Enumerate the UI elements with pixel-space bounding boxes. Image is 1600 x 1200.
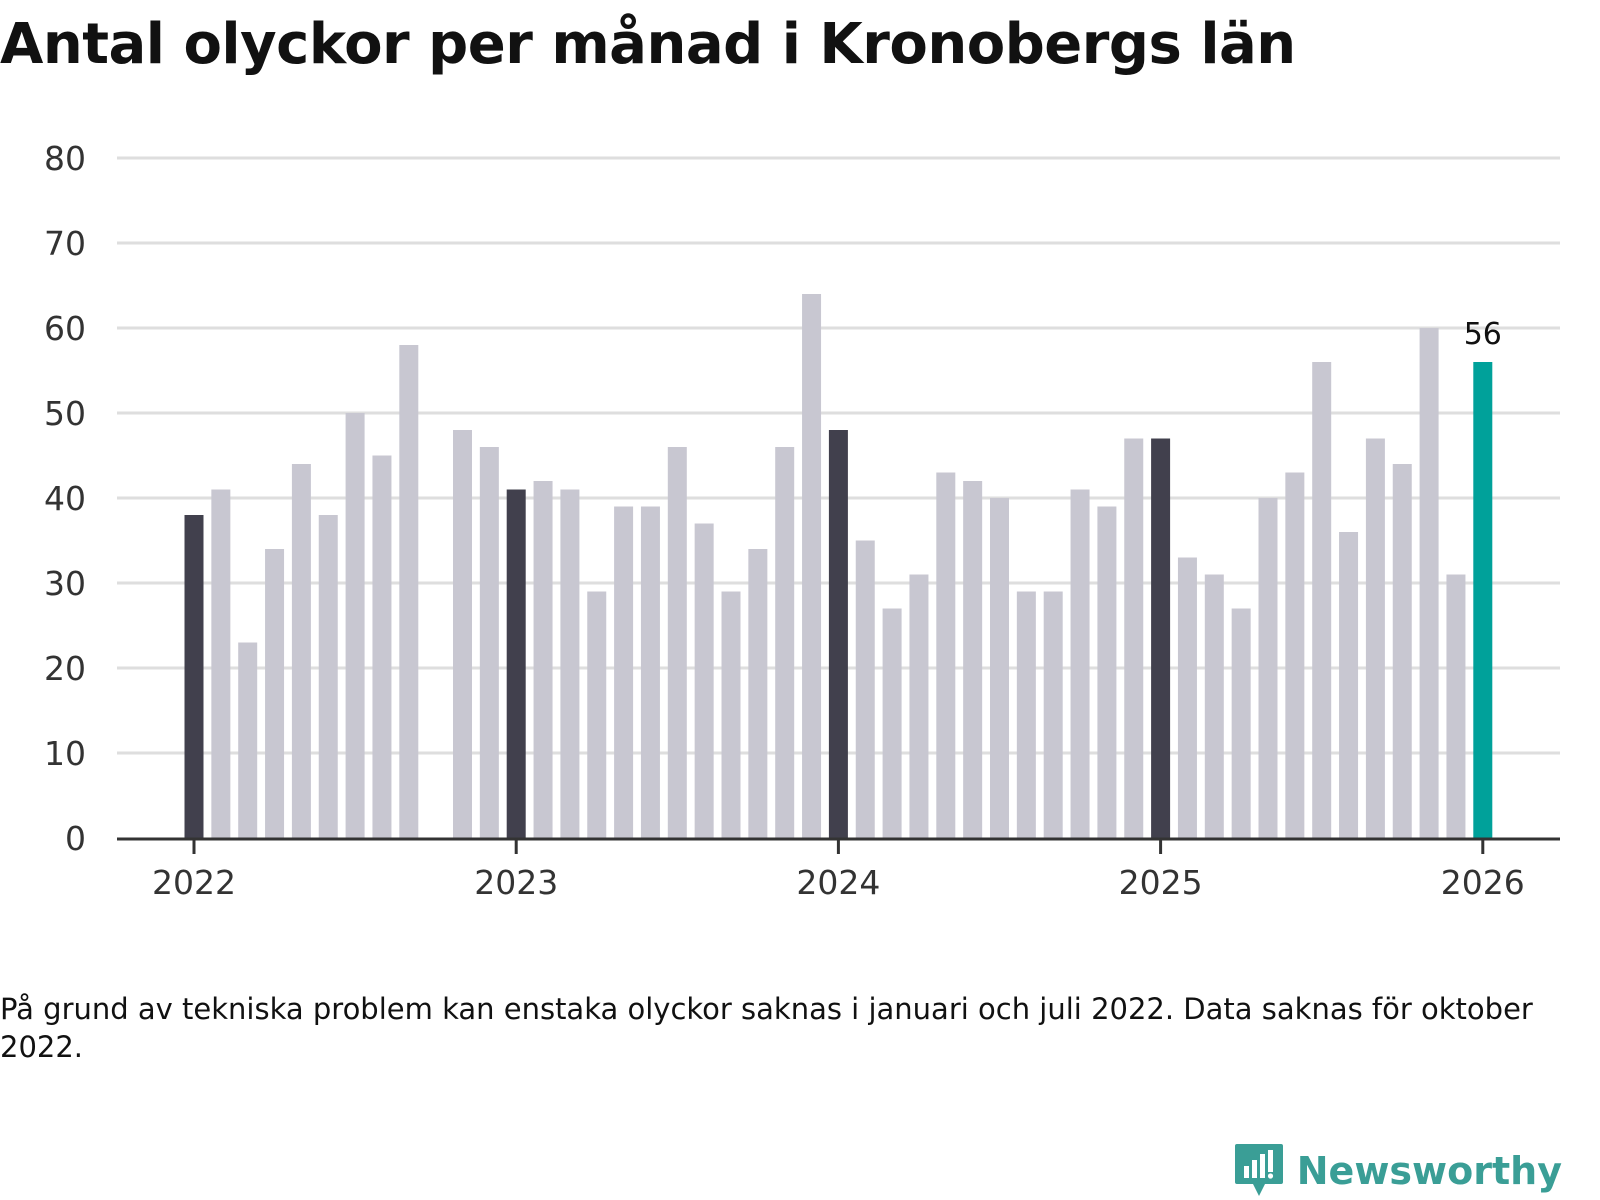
x-tick-label: 2022 — [152, 863, 236, 902]
bar — [318, 515, 338, 838]
bar — [936, 472, 956, 838]
bar — [345, 413, 365, 838]
bar — [828, 430, 848, 838]
bar — [667, 447, 687, 838]
bar — [587, 591, 607, 838]
bar — [1419, 328, 1439, 838]
bar — [1339, 532, 1359, 838]
axes — [117, 837, 1560, 854]
bar — [1043, 591, 1063, 838]
bar — [211, 489, 231, 838]
y-tick-label: 0 — [65, 819, 86, 858]
bar — [721, 591, 741, 838]
bar — [453, 430, 472, 838]
x-tick-label: 2024 — [796, 863, 880, 902]
bar — [909, 574, 929, 838]
bar — [533, 481, 553, 838]
brand-logo: Newsworthy — [1233, 1142, 1562, 1200]
bar — [265, 549, 285, 838]
y-tick-label: 50 — [44, 394, 86, 433]
bar — [614, 506, 634, 838]
y-tick-label: 10 — [44, 734, 86, 773]
bar — [640, 506, 660, 838]
bar — [882, 608, 902, 838]
bar — [1204, 574, 1224, 838]
bar — [1124, 438, 1144, 838]
bar — [855, 540, 875, 838]
x-tick-label: 2023 — [474, 863, 558, 902]
y-tick-label: 20 — [44, 649, 86, 688]
bar — [184, 515, 204, 838]
newsworthy-logo-icon — [1234, 1144, 1283, 1196]
bar — [1177, 557, 1197, 838]
labels: 0 10 20 30 40 50 60 70 80 2022 2023 2024 2025 2026 56 — [44, 139, 1525, 902]
y-tick-label: 30 — [44, 564, 86, 603]
bars — [184, 294, 1493, 838]
bar — [694, 523, 714, 838]
bar — [1446, 574, 1466, 838]
bar — [1070, 489, 1090, 838]
bar — [963, 481, 983, 838]
bar — [802, 294, 822, 838]
bar — [1392, 464, 1412, 838]
bar — [291, 464, 311, 838]
x-tick-label: 2026 — [1441, 863, 1525, 902]
bar — [399, 345, 419, 838]
bar — [1365, 438, 1385, 838]
bar — [560, 489, 580, 838]
brand-name: Newsworthy — [1296, 1149, 1562, 1193]
bar — [1473, 362, 1493, 838]
bar — [1016, 591, 1036, 838]
y-tick-label: 40 — [44, 479, 86, 518]
y-tick-label: 70 — [44, 224, 86, 263]
bar — [1285, 472, 1305, 838]
bar — [1097, 506, 1117, 838]
bar-chart: 0 10 20 30 40 50 60 70 80 2022 2023 2024 2025 2026 56 — [44, 139, 1560, 902]
footnote: På grund av tekniska problem kan enstaka… — [0, 992, 1533, 1065]
y-tick-label: 80 — [44, 139, 86, 178]
bar — [372, 455, 392, 838]
bar — [506, 489, 526, 838]
bar — [1258, 498, 1278, 838]
chart-title: Antal olyckor per månad i Kronobergs län — [0, 12, 1296, 77]
bar — [1151, 438, 1171, 838]
bar — [990, 498, 1009, 838]
bar — [748, 549, 768, 838]
x-tick-label: 2025 — [1119, 863, 1203, 902]
bar — [479, 447, 499, 838]
latest-value-label: 56 — [1464, 317, 1502, 352]
bar — [775, 447, 795, 838]
bar — [1231, 608, 1251, 838]
y-tick-label: 60 — [44, 309, 86, 348]
bar — [238, 642, 258, 838]
bar — [1312, 362, 1332, 838]
